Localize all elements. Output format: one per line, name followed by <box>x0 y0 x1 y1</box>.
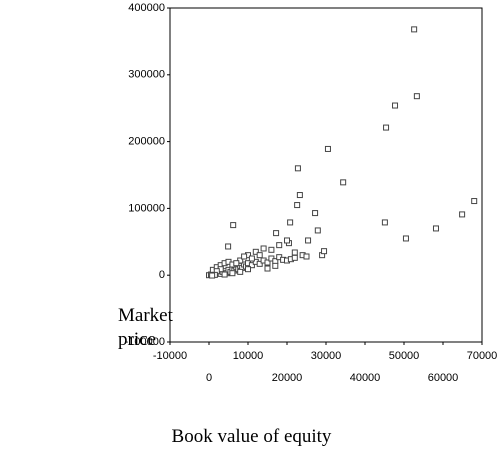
point <box>209 272 216 279</box>
point <box>252 248 259 255</box>
point <box>273 230 280 237</box>
point <box>411 26 418 33</box>
point <box>381 219 388 226</box>
y-tick-label: 400000 <box>128 2 165 14</box>
point <box>303 253 310 260</box>
point <box>324 145 331 152</box>
point <box>284 237 290 244</box>
x-tick-label: 10000 <box>233 350 264 362</box>
x-tick-label: 0 <box>206 372 212 384</box>
y-tick-label: 0 <box>159 269 165 281</box>
point <box>248 255 255 262</box>
point <box>221 271 228 278</box>
point <box>340 179 347 186</box>
point <box>260 245 267 252</box>
point <box>413 93 420 100</box>
point <box>287 219 294 226</box>
x-tick-label: 40000 <box>350 372 381 384</box>
plot-frame <box>169 7 483 343</box>
point <box>314 227 321 234</box>
point <box>245 266 251 273</box>
point <box>402 235 409 242</box>
point <box>432 225 439 232</box>
point <box>264 265 271 272</box>
point <box>291 254 298 261</box>
x-tick-label: 30000 <box>311 350 342 362</box>
point <box>233 260 240 267</box>
point <box>294 202 301 209</box>
point <box>383 124 390 131</box>
point <box>312 210 319 217</box>
point <box>459 211 466 218</box>
point <box>225 243 232 250</box>
y-tick-label: 300000 <box>128 69 165 81</box>
point <box>248 262 255 269</box>
point <box>229 270 236 277</box>
point <box>471 198 478 205</box>
point <box>268 246 275 253</box>
x-tick-label: 50000 <box>389 350 420 362</box>
x-tick-label: 60000 <box>428 372 459 384</box>
point <box>256 252 263 259</box>
point <box>241 253 248 260</box>
point <box>296 192 303 199</box>
y-tick-label: 100000 <box>128 202 165 214</box>
point <box>237 268 244 275</box>
point <box>294 165 301 172</box>
point <box>230 222 237 229</box>
point <box>321 248 328 255</box>
point <box>291 249 298 256</box>
point <box>305 237 312 244</box>
x-tick-label: 20000 <box>272 372 303 384</box>
point <box>256 260 263 267</box>
y-tick-label: 200000 <box>128 136 165 148</box>
x-axis-label: Book value of equity <box>171 426 332 447</box>
x-tick-label: 70000 <box>467 350 498 362</box>
point <box>264 259 271 266</box>
point <box>392 102 399 109</box>
point <box>276 242 283 249</box>
y-tick-label: -100000 <box>125 336 165 348</box>
y-axis-label: Market price <box>118 305 173 350</box>
x-tick-label: -10000 <box>153 350 187 362</box>
point <box>272 262 279 269</box>
